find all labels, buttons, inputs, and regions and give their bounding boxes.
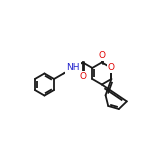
Text: O: O bbox=[108, 63, 115, 72]
Text: O: O bbox=[79, 72, 86, 81]
Text: NH: NH bbox=[66, 63, 80, 72]
Text: O: O bbox=[98, 51, 105, 60]
